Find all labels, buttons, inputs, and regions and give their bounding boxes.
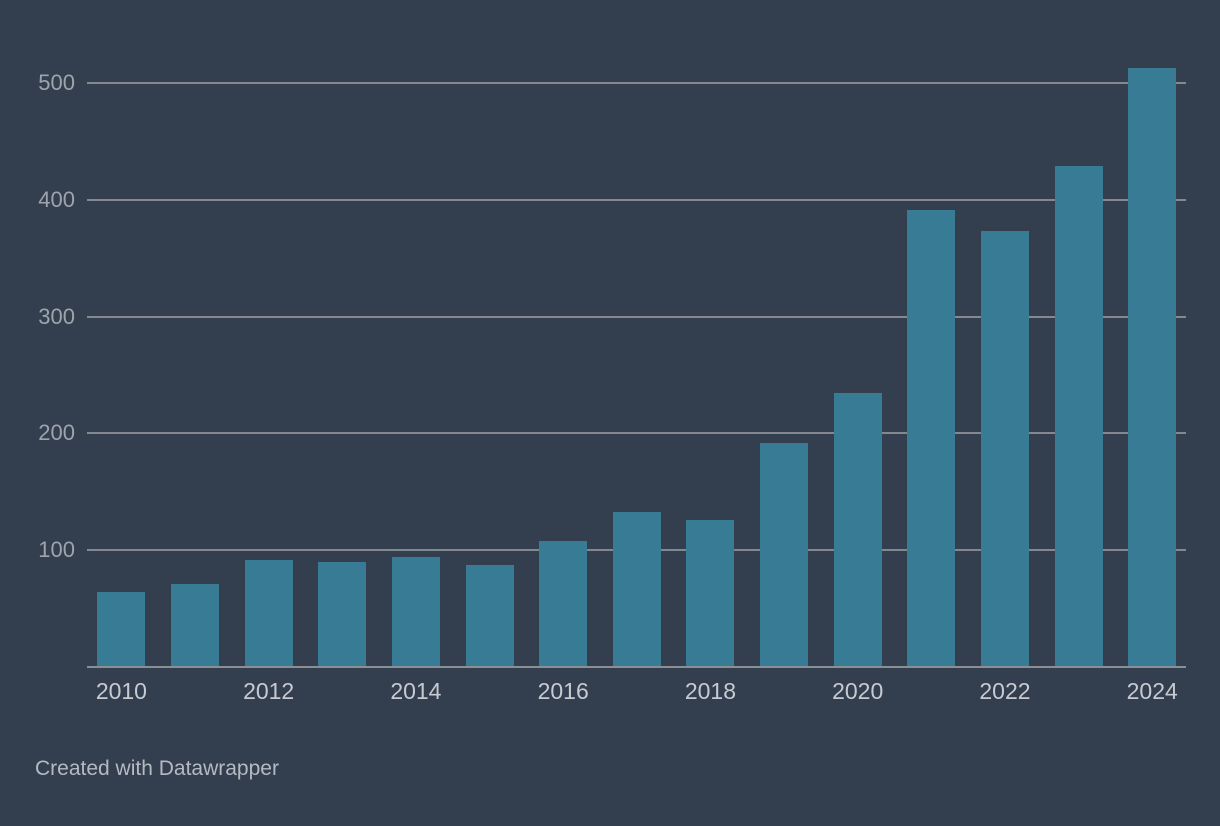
gridline-500 [87,82,1186,84]
bar-2014[interactable] [391,557,440,667]
attribution-link[interactable]: Created with Datawrapper [35,757,279,780]
x-axis-tick-label-2014: 2014 [390,678,442,704]
bar-2013[interactable] [318,561,367,667]
bar-2017[interactable] [612,511,661,667]
bar-2024[interactable] [1128,67,1177,667]
x-axis-tick-label-2024: 2024 [1126,678,1178,704]
x-axis-tick-label-2022: 2022 [979,678,1031,704]
bar-2018[interactable] [686,519,735,667]
x-axis-tick-label-2012: 2012 [243,678,295,704]
y-axis-tick-label-100: 100 [38,537,75,563]
gridline-200 [87,432,1186,435]
y-axis-tick-label-400: 400 [38,186,75,212]
bar-2016[interactable] [539,540,588,667]
bar-2020[interactable] [833,392,882,667]
bar-2019[interactable] [760,442,809,667]
x-axis-tick-label-2016: 2016 [537,678,589,704]
bar-2023[interactable] [1054,165,1103,667]
x-axis-line [87,666,1186,668]
x-axis-tick-label-2020: 2020 [832,678,884,704]
bar-2010[interactable] [97,592,146,667]
x-axis-tick-label-2018: 2018 [684,678,737,704]
bar-2012[interactable] [244,559,293,667]
y-axis-tick-label-500: 500 [38,70,75,95]
x-axis: 2010 2012 2014 2016 2018 2020 2022 2024 [87,676,1186,710]
gridline-300 [87,315,1186,318]
bar-2015[interactable] [465,565,514,667]
bar-2011[interactable] [171,584,220,667]
x-axis-tick-label-2010: 2010 [95,678,147,704]
plot-area: 100 200 300 400 500 [38,0,1186,668]
gridline-400 [87,198,1186,201]
y-axis-tick-label-200: 200 [38,420,75,446]
bar-2021[interactable] [907,210,956,667]
y-axis-tick-label-300: 300 [38,303,75,329]
bar-2022[interactable] [980,231,1029,667]
